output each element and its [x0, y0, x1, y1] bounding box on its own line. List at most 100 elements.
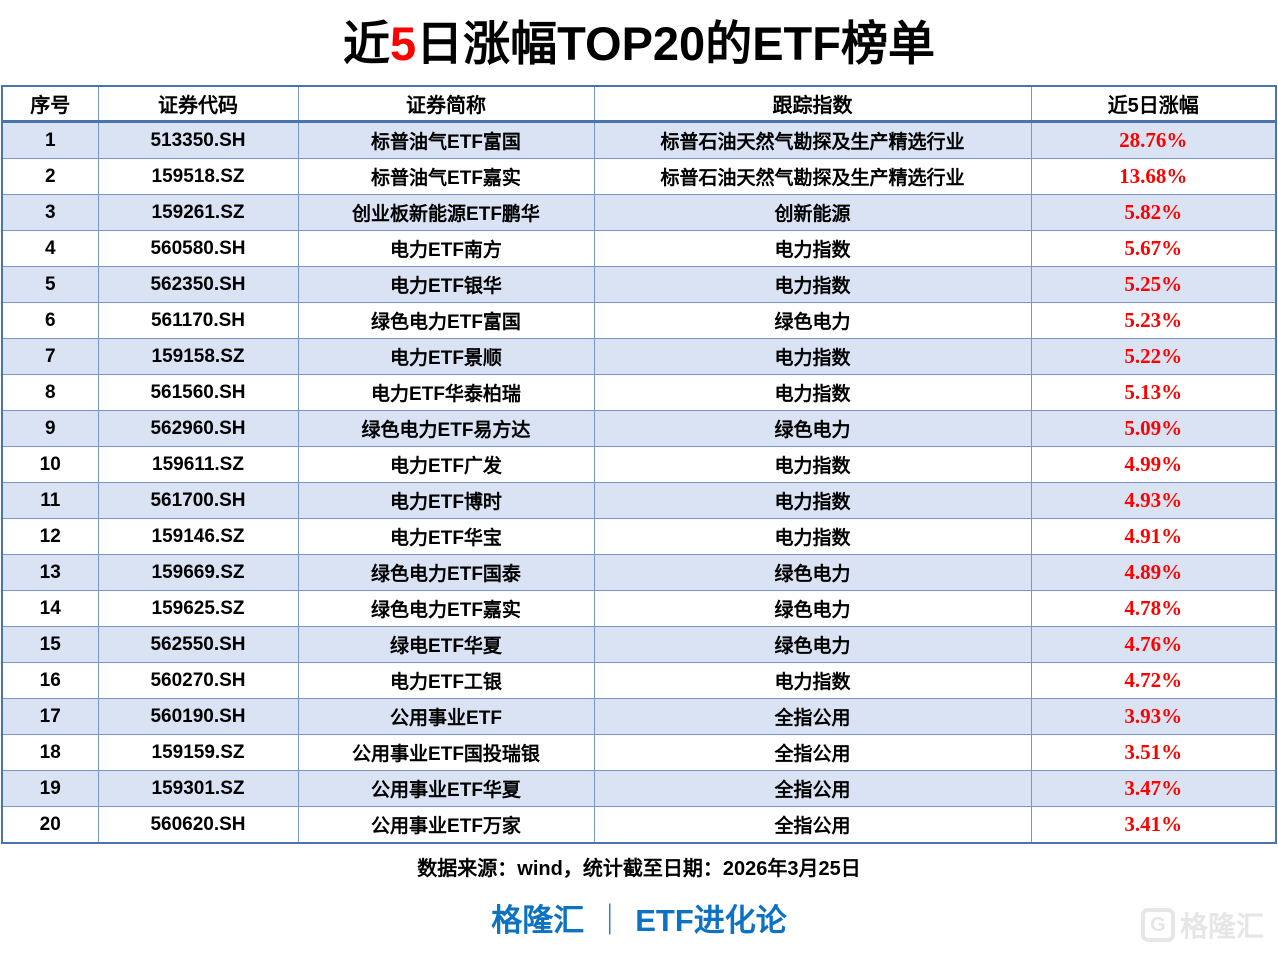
index-cell: 全指公用: [593, 734, 1032, 771]
change-cell: 13.68%: [1030, 158, 1277, 195]
change-cell: 3.47%: [1030, 770, 1277, 807]
rank-cell: 2: [1, 158, 99, 195]
rank-cell: 18: [1, 734, 99, 771]
change-cell: 5.09%: [1030, 410, 1277, 447]
name-cell: 标普油气ETF富国: [297, 121, 595, 159]
name-cell: 电力ETF工银: [297, 662, 595, 699]
name-cell: 电力ETF博时: [297, 482, 595, 519]
change-cell: 3.41%: [1030, 806, 1277, 844]
table-row: 17 560190.SH 公用事业ETF 全指公用 3.93%: [1, 698, 1277, 735]
index-cell: 全指公用: [593, 698, 1032, 735]
change-cell: 4.89%: [1030, 554, 1277, 591]
rank-cell: 16: [1, 662, 99, 699]
table-row: 15 562550.SH 绿电ETF华夏 绿色电力 4.76%: [1, 626, 1277, 663]
brand-line: 格隆汇 ｜ ETF进化论: [0, 895, 1278, 940]
rank-cell: 3: [1, 194, 99, 231]
index-cell: 标普石油天然气勘探及生产精选行业: [593, 121, 1032, 159]
brand-account-name: ETF进化论: [635, 903, 787, 938]
rank-cell: 10: [1, 446, 99, 483]
name-cell: 电力ETF南方: [297, 230, 595, 267]
name-cell: 公用事业ETF: [297, 698, 595, 735]
index-cell: 电力指数: [593, 662, 1032, 699]
glh-watermark: G 格隆汇: [1140, 905, 1264, 945]
index-cell: 电力指数: [593, 482, 1032, 519]
table-row: 16 560270.SH 电力ETF工银 电力指数 4.72%: [1, 662, 1277, 699]
change-cell: 28.76%: [1030, 121, 1277, 159]
change-cell: 5.23%: [1030, 302, 1277, 339]
table-row: 1 513350.SH 标普油气ETF富国 标普石油天然气勘探及生产精选行业 28.76…: [1, 121, 1277, 159]
table-row: 11 561700.SH 电力ETF博时 电力指数 4.93%: [1, 482, 1277, 519]
index-cell: 标普石油天然气勘探及生产精选行业: [593, 158, 1032, 195]
change-cell: 3.93%: [1030, 698, 1277, 735]
index-cell: 电力指数: [593, 338, 1032, 375]
title-highlight-5: 5: [390, 17, 417, 70]
name-cell: 电力ETF广发: [297, 446, 595, 483]
index-cell: 电力指数: [593, 266, 1032, 303]
code-cell: 561700.SH: [97, 482, 299, 519]
code-cell: 560190.SH: [97, 698, 299, 735]
column-header: 近5日涨幅: [1030, 85, 1277, 123]
rank-cell: 13: [1, 554, 99, 591]
code-cell: 560270.SH: [97, 662, 299, 699]
code-cell: 561560.SH: [97, 374, 299, 411]
name-cell: 标普油气ETF嘉实: [297, 158, 595, 195]
change-cell: 5.82%: [1030, 194, 1277, 231]
table-row: 3 159261.SZ 创业板新能源ETF鹏华 创新能源 5.82%: [1, 194, 1277, 231]
table-row: 14 159625.SZ 绿色电力ETF嘉实 绿色电力 4.78%: [1, 590, 1277, 627]
code-cell: 159669.SZ: [97, 554, 299, 591]
index-cell: 电力指数: [593, 446, 1032, 483]
rank-cell: 19: [1, 770, 99, 807]
table-row: 18 159159.SZ 公用事业ETF国投瑞银 全指公用 3.51%: [1, 734, 1277, 771]
brand-separator: ｜: [594, 903, 626, 938]
change-cell: 5.25%: [1030, 266, 1277, 303]
index-cell: 电力指数: [593, 230, 1032, 267]
change-cell: 4.91%: [1030, 518, 1277, 555]
name-cell: 创业板新能源ETF鹏华: [297, 194, 595, 231]
index-cell: 绿色电力: [593, 410, 1032, 447]
glh-logo-icon: G: [1140, 908, 1175, 942]
name-cell: 绿色电力ETF国泰: [297, 554, 595, 591]
table-row: 5 562350.SH 电力ETF银华 电力指数 5.25%: [1, 266, 1277, 303]
table-row: 13 159669.SZ 绿色电力ETF国泰 绿色电力 4.89%: [1, 554, 1277, 591]
rank-cell: 14: [1, 590, 99, 627]
change-cell: 4.99%: [1030, 446, 1277, 483]
page-title: 近5日涨幅TOP20的ETF榜单: [0, 12, 1278, 76]
index-cell: 全指公用: [593, 770, 1032, 807]
index-cell: 创新能源: [593, 194, 1032, 231]
title-part-2: 日涨幅TOP20的ETF榜单: [416, 17, 935, 70]
name-cell: 公用事业ETF万家: [297, 806, 595, 844]
brand-name: 格隆汇: [491, 903, 585, 938]
code-cell: 159146.SZ: [97, 518, 299, 555]
table-row: 2 159518.SZ 标普油气ETF嘉实 标普石油天然气勘探及生产精选行业 13.68…: [1, 158, 1277, 195]
code-cell: 159158.SZ: [97, 338, 299, 375]
code-cell: 513350.SH: [97, 121, 299, 159]
rank-cell: 1: [1, 121, 99, 159]
table-header-row: 序号 证券代码 证券简称 跟踪指数 近5日涨幅: [1, 85, 1277, 123]
index-cell: 电力指数: [593, 374, 1032, 411]
table-row: 19 159301.SZ 公用事业ETF华夏 全指公用 3.47%: [1, 770, 1277, 807]
code-cell: 560620.SH: [97, 806, 299, 844]
data-source-note: 数据来源：wind，统计截至日期：2026年3月25日: [417, 858, 861, 880]
code-cell: 159625.SZ: [97, 590, 299, 627]
change-cell: 5.13%: [1030, 374, 1277, 411]
column-header: 跟踪指数: [593, 85, 1032, 123]
code-cell: 560580.SH: [97, 230, 299, 267]
index-cell: 绿色电力: [593, 302, 1032, 339]
name-cell: 电力ETF银华: [297, 266, 595, 303]
column-header: 证券简称: [297, 85, 595, 123]
table-row: 4 560580.SH 电力ETF南方 电力指数 5.67%: [1, 230, 1277, 267]
code-cell: 562550.SH: [97, 626, 299, 663]
code-cell: 159301.SZ: [97, 770, 299, 807]
title-part-1: 近: [343, 17, 391, 70]
code-cell: 562960.SH: [97, 410, 299, 447]
table-row: 6 561170.SH 绿色电力ETF富国 绿色电力 5.23%: [1, 302, 1277, 339]
index-cell: 电力指数: [593, 518, 1032, 555]
index-cell: 绿色电力: [593, 626, 1032, 663]
table-row: 12 159146.SZ 电力ETF华宝 电力指数 4.91%: [1, 518, 1277, 555]
name-cell: 绿电ETF华夏: [297, 626, 595, 663]
change-cell: 4.93%: [1030, 482, 1277, 519]
column-header: 证券代码: [97, 85, 299, 123]
rank-cell: 12: [1, 518, 99, 555]
table-row: 7 159158.SZ 电力ETF景顺 电力指数 5.22%: [1, 338, 1277, 375]
index-cell: 绿色电力: [593, 554, 1032, 591]
